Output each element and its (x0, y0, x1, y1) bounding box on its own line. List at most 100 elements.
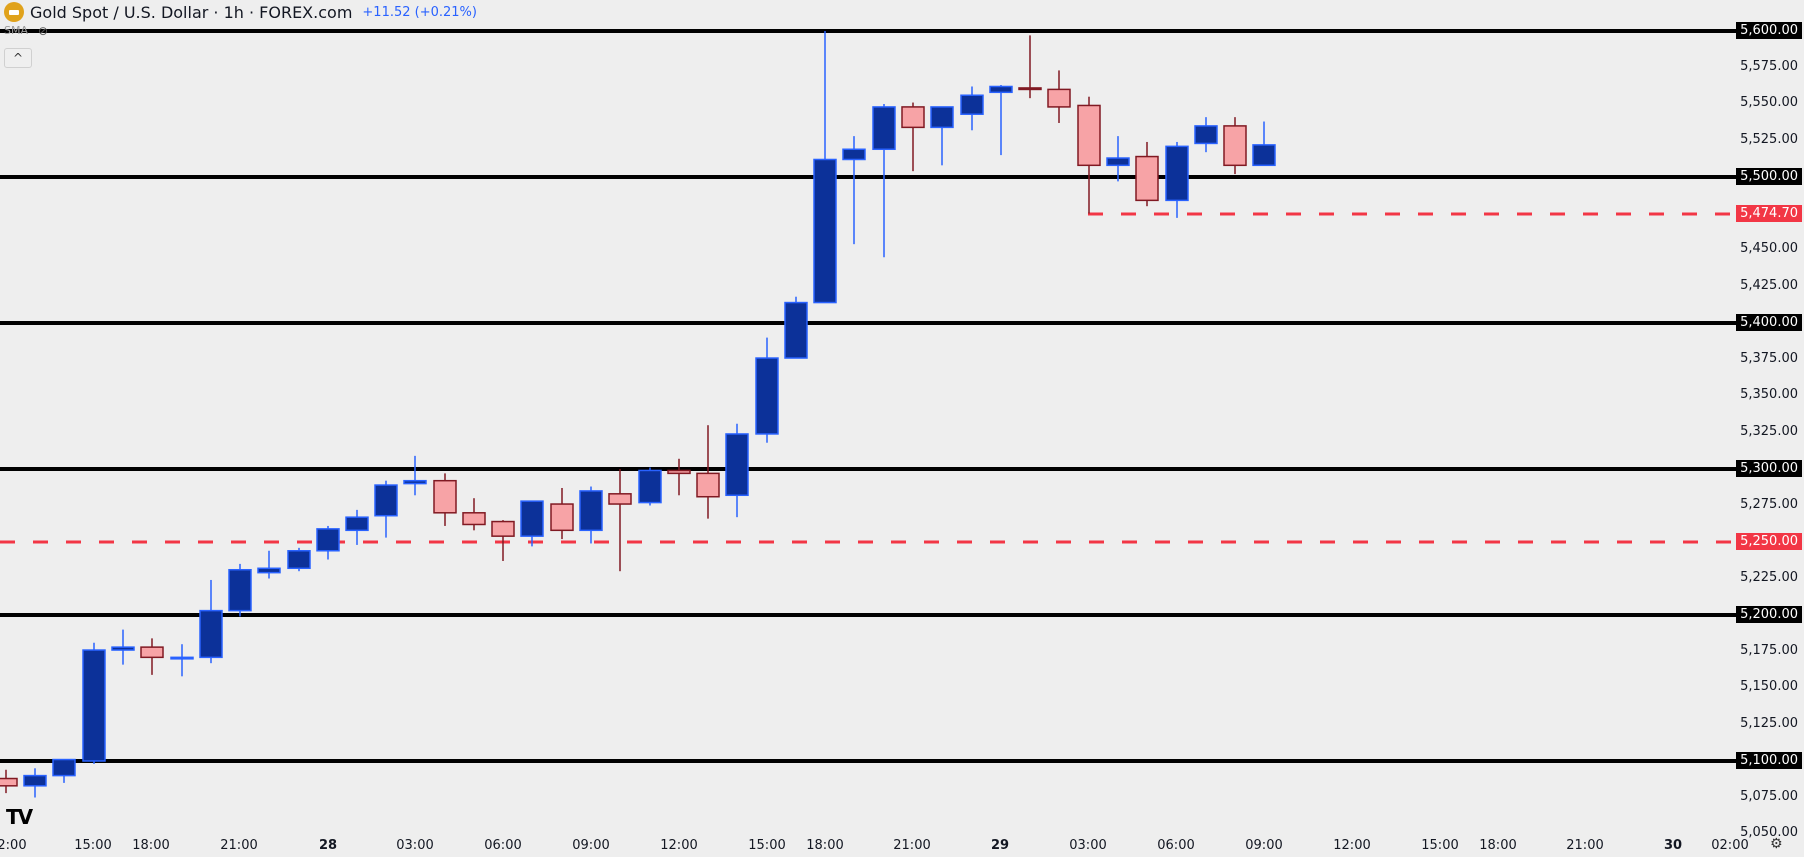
price-axis-label: 5,575.00 (1740, 58, 1798, 74)
time-axis-label: 15:00 (1421, 838, 1459, 853)
candle-body (989, 85, 1013, 94)
price-axis-label: 5,325.00 (1740, 423, 1798, 439)
time-axis-label: 18:00 (806, 838, 844, 853)
candle-body (608, 493, 632, 505)
price-axis-label: 5,050.00 (1740, 825, 1798, 840)
candle-body (1077, 104, 1101, 167)
candle-body (82, 649, 106, 762)
symbol-title[interactable]: Gold Spot / U.S. Dollar · 1h · FOREX.com (30, 2, 353, 22)
price-axis-label: 5,125.00 (1740, 715, 1798, 731)
chevron-up-icon: ^ (12, 51, 24, 65)
candle-body (1106, 157, 1130, 167)
time-axis-label: 15:00 (74, 838, 112, 853)
price-axis-label: 5,550.00 (1740, 95, 1798, 110)
price-axis-label: 5,350.00 (1740, 387, 1798, 402)
candle-body (316, 528, 340, 552)
time-axis-label: 29 (990, 838, 1010, 853)
candle-body (960, 94, 984, 115)
candle-body (0, 777, 18, 787)
time-axis-label: 15:00 (748, 838, 786, 853)
price-axis-label: 5,150.00 (1740, 679, 1798, 694)
time-axis-label: 09:00 (572, 838, 610, 853)
candle-body (696, 472, 720, 498)
time-axis-label: 12:00 (660, 838, 698, 853)
time-axis-label: 18:00 (132, 838, 170, 853)
candle-body (930, 106, 954, 129)
sma-indicator-label[interactable]: SMA (4, 24, 28, 37)
time-axis-label: 21:00 (220, 838, 258, 853)
time-axis-label: 28 (318, 838, 338, 853)
candle-body (433, 479, 457, 514)
candle-body (345, 516, 369, 532)
candle-body (403, 479, 427, 485)
candle-body (374, 484, 398, 517)
price-axis-label: 5,525.00 (1740, 131, 1798, 147)
candle-body (257, 567, 281, 574)
candle-body (1252, 144, 1276, 167)
price-axis-label: 5,425.00 (1740, 277, 1798, 293)
candle-body (813, 158, 837, 304)
candle-body (491, 520, 515, 537)
price-axis-label: 5,225.00 (1740, 569, 1798, 585)
tradingview-logo: TV (6, 805, 33, 829)
price-axis-label: 5,300.00 (1736, 460, 1802, 477)
candle-body (579, 490, 603, 532)
time-axis-label: 03:00 (1069, 838, 1107, 853)
candle-body (550, 503, 574, 532)
candle-body (667, 469, 691, 475)
price-change: +11.52 (+0.21%) (362, 4, 477, 20)
candle-body (1194, 125, 1218, 145)
time-axis-label: 03:00 (396, 838, 434, 853)
candle-body (520, 500, 544, 537)
candle-body (287, 550, 311, 570)
candle-body (111, 646, 135, 651)
candle-body (52, 758, 76, 777)
candle-body (901, 106, 925, 129)
candle-body (199, 609, 223, 659)
candle-body (1018, 87, 1042, 91)
candle-body (872, 106, 896, 151)
time-axis-label: 2:00 (0, 838, 27, 853)
candle-body (1165, 145, 1189, 202)
candle-body (1223, 125, 1247, 167)
candle-body (842, 148, 866, 161)
time-axis-label: 21:00 (1566, 838, 1604, 853)
price-axis-label: 5,600.00 (1736, 22, 1802, 39)
candle-body (170, 656, 194, 660)
price-axis-label: 5,275.00 (1740, 496, 1798, 512)
time-axis-label: 06:00 (1157, 838, 1195, 853)
chart-header: Gold Spot / U.S. Dollar · 1h · FOREX.com… (4, 2, 477, 22)
price-axis-label: 5,200.00 (1736, 606, 1802, 623)
time-axis-label: 02:00 (1711, 838, 1749, 853)
price-axis-label: 5,500.00 (1736, 168, 1802, 185)
candle-body (228, 568, 252, 612)
candle-body (140, 646, 164, 659)
candle-body (638, 469, 662, 504)
time-axis-label: 09:00 (1245, 838, 1283, 853)
collapse-legend-button[interactable]: ^ (4, 48, 32, 68)
gold-symbol-icon (4, 2, 24, 22)
price-axis-label: 5,375.00 (1740, 350, 1798, 366)
price-axis-label: 5,075.00 (1740, 788, 1798, 804)
time-axis-label: 21:00 (893, 838, 931, 853)
settings-icon[interactable]: ⚙ (1770, 836, 1783, 852)
time-axis-label: 30 (1663, 838, 1683, 853)
candle-body (725, 433, 749, 497)
candle-body (1135, 155, 1159, 202)
time-axis-label: 18:00 (1479, 838, 1517, 853)
time-axis-label: 12:00 (1333, 838, 1371, 853)
time-axis-label: 06:00 (484, 838, 522, 853)
price-axis-label: 5,474.70 (1736, 204, 1802, 222)
price-axis-label: 5,175.00 (1740, 642, 1798, 658)
eye-crossed-icon[interactable]: ⊘ (38, 24, 49, 38)
price-axis-label: 5,100.00 (1736, 752, 1802, 769)
candle-body (784, 301, 808, 359)
price-axis-label: 5,400.00 (1736, 314, 1802, 331)
price-axis-label: 5,250.00 (1736, 533, 1802, 550)
candle-body (1047, 88, 1071, 108)
price-axis-label: 5,450.00 (1740, 241, 1798, 256)
candle-body (23, 774, 47, 787)
candle-body (755, 357, 779, 435)
candle-body (462, 512, 486, 526)
